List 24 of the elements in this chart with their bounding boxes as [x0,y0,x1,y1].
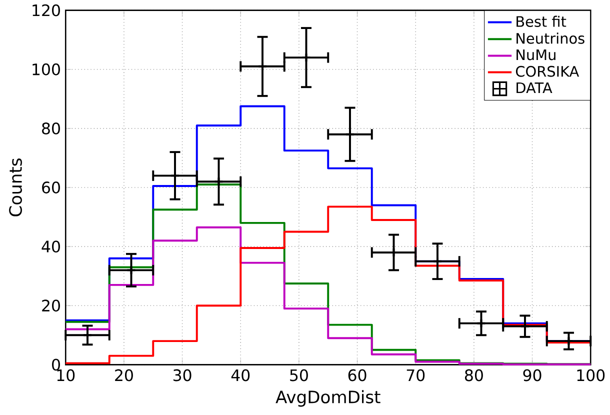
legend-label: NuMu [516,50,556,60]
x-tick-label: 30 [173,370,192,382]
x-tick-label: 60 [348,370,366,382]
legend-label: Neutrinos [516,32,584,44]
x-tick-label: 10 [57,370,75,382]
x-axis-title: AvgDomDist [276,390,380,407]
x-tick-label: 50 [290,370,308,382]
legend-label: DATA [516,82,552,94]
y-tick-label: 20 [42,300,60,312]
x-tick-label: 40 [231,370,250,382]
legend-label: Best fit [516,16,566,28]
x-tick-label: 90 [523,370,542,382]
y-tick-label: 120 [32,4,60,16]
x-tick-label: 100 [577,370,605,382]
y-tick-label: 100 [32,64,60,76]
y-axis-title: Counts [9,158,22,217]
y-tick-label: 0 [52,358,60,371]
x-tick-label: 20 [115,370,133,382]
x-tick-label: 80 [464,370,483,382]
y-tick-label: 80 [42,122,60,135]
y-tick-label: 40 [42,240,60,253]
x-tick-label: 70 [406,370,425,382]
legend-label: CORSIKA [516,66,580,78]
y-tick-label: 60 [42,182,60,194]
